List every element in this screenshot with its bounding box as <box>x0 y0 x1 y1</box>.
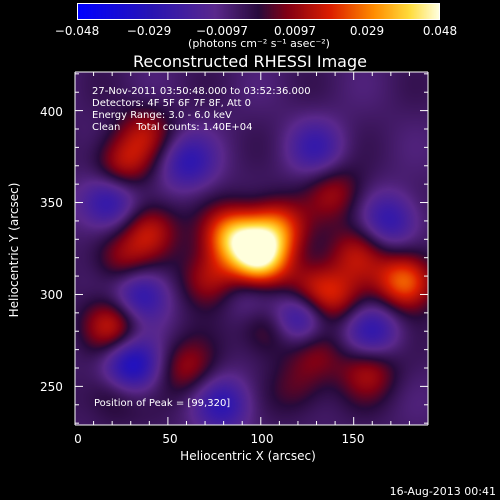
colorbar-unit-label: (photons cm⁻² s⁻¹ asec⁻²) <box>188 37 330 50</box>
y-tick-label: 350 <box>40 196 63 210</box>
y-tick-label: 400 <box>40 105 63 119</box>
colorbar <box>77 3 440 20</box>
footer-timestamp: 16-Aug-2013 00:41 <box>389 485 496 498</box>
colorbar-tick: 0.0097 <box>274 24 316 38</box>
annotation-detectors: Detectors: 4F 5F 6F 7F 8F, Att 0 <box>92 98 252 109</box>
colorbar-tick: −0.048 <box>54 24 100 38</box>
annotation-clean-counts: Clean Total counts: 1.40E+04 <box>92 122 253 133</box>
chart-title: Reconstructed RHESSI Image <box>133 52 367 71</box>
annotation-block: 27-Nov-2011 03:50:48.000 to 03:52:36.000… <box>92 86 311 134</box>
annotation-time-range: 27-Nov-2011 03:50:48.000 to 03:52:36.000 <box>92 86 311 97</box>
heatmap-image <box>75 72 428 425</box>
x-axis-label: Heliocentric X (arcsec) <box>180 449 316 463</box>
y-axis-label: Heliocentric Y (arcsec) <box>7 182 21 318</box>
annotation-energy-range: Energy Range: 3.0 - 6.0 keV <box>92 110 232 121</box>
colorbar-tick: −0.029 <box>126 24 172 38</box>
x-tick-label: 100 <box>250 432 274 446</box>
colorbar-tick: 0.029 <box>349 24 385 38</box>
colorbar-tick: 0.048 <box>422 24 458 38</box>
y-tick-label: 250 <box>40 380 63 394</box>
x-tick-label: 150 <box>341 432 365 446</box>
annotation-peak-position: Position of Peak = [99,320] <box>94 398 231 409</box>
y-tick-label: 300 <box>40 288 63 302</box>
x-tick-label: 50 <box>162 432 178 446</box>
colorbar-tick: −0.0097 <box>195 24 249 38</box>
x-tick-label: 0 <box>74 432 82 446</box>
